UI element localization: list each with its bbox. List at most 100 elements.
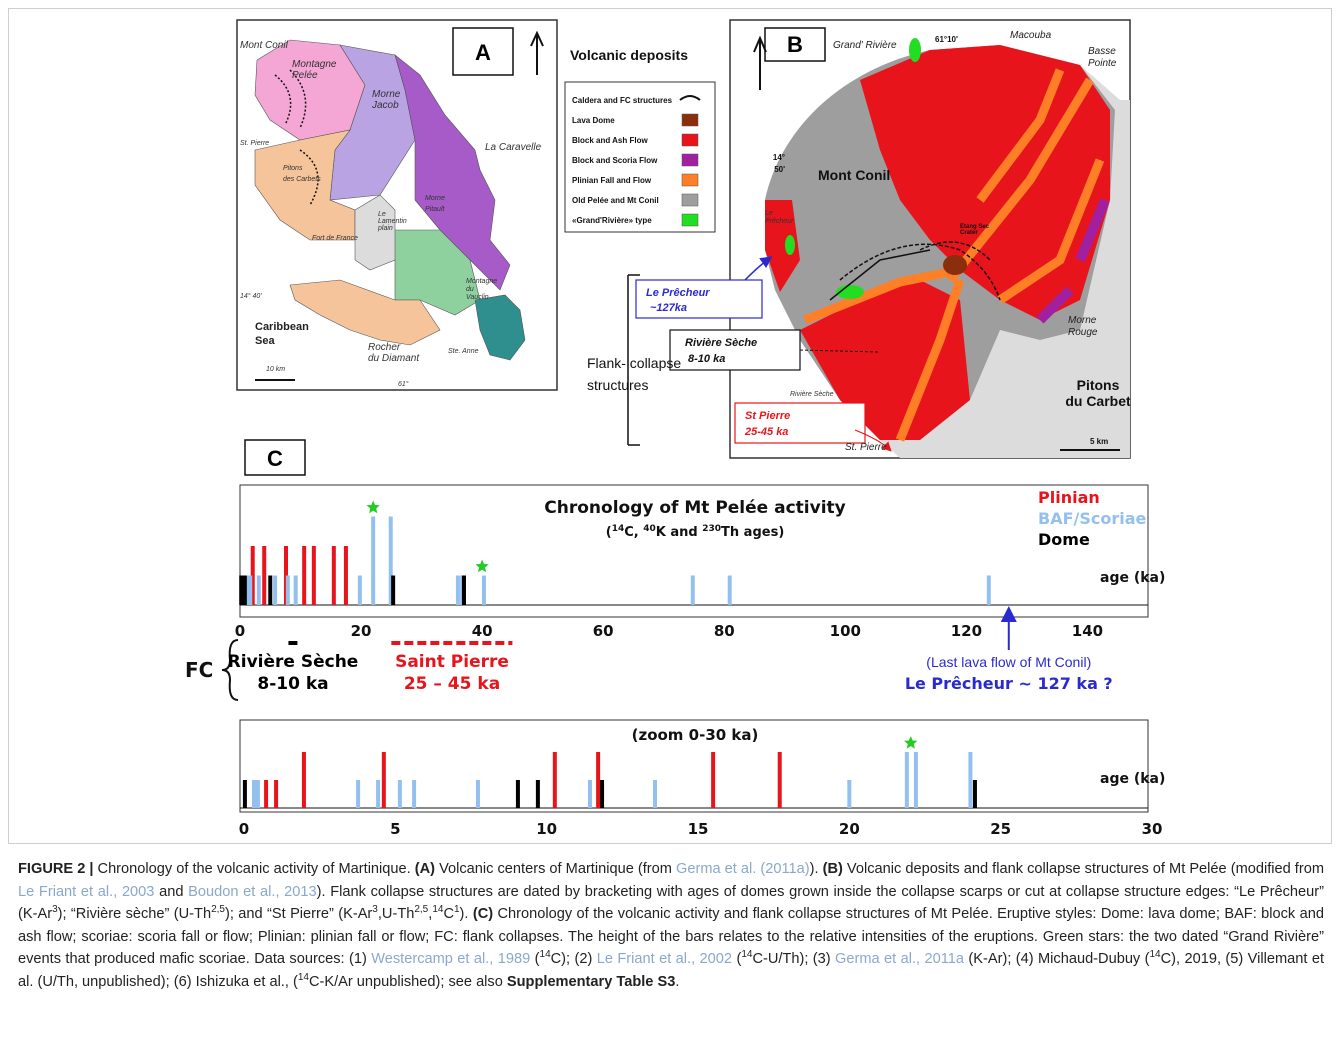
map-label-line: Crater bbox=[960, 230, 978, 236]
map-label-line: Lamentin bbox=[378, 218, 407, 225]
panel-letter: B bbox=[787, 32, 803, 57]
map-label: Le Lamentin plain bbox=[377, 211, 407, 232]
fc-label: FC bbox=[185, 658, 213, 682]
map-label: 14° 40' bbox=[240, 292, 262, 300]
map-label-line: Jacob bbox=[371, 100, 399, 111]
map-label-line: Pelée bbox=[292, 70, 318, 81]
panel-c: C Chronology of Mt Pelée activity (14C, … bbox=[185, 439, 1165, 813]
legend-label: Block and Ash Flow bbox=[572, 136, 648, 145]
legend-title: Volcanic deposits bbox=[570, 47, 688, 63]
caption-run: C), 2019, (5) Villemant et al. (U/Th, un… bbox=[18, 951, 1324, 990]
map-label: 61°10' bbox=[935, 35, 958, 44]
map-label-line: des Carbets bbox=[283, 176, 321, 183]
event-bar bbox=[397, 780, 402, 808]
chart-title: (zoom 0-30 ka) bbox=[632, 726, 759, 744]
event-bar bbox=[515, 780, 520, 808]
map-label-line: 50' bbox=[774, 165, 785, 174]
map-label-line: Mont Conil bbox=[818, 167, 890, 183]
map-label-line: La Caravelle bbox=[485, 142, 542, 153]
map-label-line: Le bbox=[765, 210, 773, 217]
map-label: Fort de France bbox=[312, 235, 358, 242]
axis-label: age (ka) bbox=[1100, 570, 1165, 586]
fc-text: Rivière Sèche bbox=[228, 652, 359, 672]
legend-label: Caldera and FC structures bbox=[572, 96, 673, 105]
x-tick-label: 10 bbox=[536, 820, 557, 838]
map-label: Grand' Rivière bbox=[833, 40, 897, 51]
legend-swatch bbox=[681, 133, 699, 147]
axis-label: age (ka) bbox=[1100, 771, 1165, 787]
caption-run: ). Flank collapse structures are dated b… bbox=[18, 883, 1325, 923]
map-label: Pitons du Carbet bbox=[1065, 377, 1131, 409]
caption-run: Volcanic deposits and flank collapse str… bbox=[842, 861, 1324, 877]
caption-run: Boudon et al., 2013 bbox=[188, 883, 317, 900]
map-label-line: Morne bbox=[425, 195, 445, 202]
map-label: Mont Conil bbox=[818, 167, 890, 183]
event-bar bbox=[972, 780, 977, 808]
map-label-line: Grand' Rivière bbox=[833, 40, 897, 51]
callout-line: St Pierre bbox=[745, 410, 790, 422]
caption-run: ,U-Th bbox=[377, 906, 415, 923]
event-bar bbox=[847, 780, 852, 808]
map-label: Morne Rouge bbox=[1068, 315, 1098, 338]
caption-run: Germa et al. (2011a) bbox=[676, 861, 810, 877]
x-tick-label: 60 bbox=[593, 622, 614, 640]
map-label: Morne Pitault bbox=[425, 195, 446, 213]
event-bar bbox=[302, 546, 307, 605]
callout: Flank- collapse structures bbox=[587, 355, 681, 393]
figure-frame bbox=[8, 8, 1332, 844]
map-label-line: Macouba bbox=[1010, 30, 1052, 41]
panel-letter: C bbox=[267, 446, 283, 471]
event-bar bbox=[968, 752, 973, 808]
map-label-line: Prêcheur bbox=[765, 218, 794, 225]
caption-run: 3 bbox=[372, 904, 378, 916]
map-label: 5 km bbox=[1090, 437, 1108, 446]
callout-line: Le Prêcheur bbox=[646, 287, 710, 299]
caption-run: ). bbox=[459, 906, 473, 923]
caption-run: C bbox=[443, 906, 454, 923]
map-label: Montagne Pelée bbox=[292, 59, 337, 81]
map-label-line: 14° bbox=[773, 153, 785, 162]
event-bar bbox=[301, 752, 306, 808]
map-label-line: 61° bbox=[398, 380, 409, 388]
caption-run: ); “Rivière sèche” (U-Th bbox=[57, 906, 212, 923]
event-bar bbox=[239, 575, 244, 605]
map-label-line: Vauclin bbox=[466, 294, 489, 301]
x-tick-label: 5 bbox=[390, 820, 400, 838]
caption-run: ); and “St Pierre” (K-Ar bbox=[224, 906, 373, 923]
map-label-line: 5 km bbox=[1090, 437, 1108, 446]
map-label-line: Rouge bbox=[1068, 327, 1098, 338]
event-bar bbox=[600, 780, 605, 808]
event-bar bbox=[242, 575, 247, 605]
event-bar bbox=[343, 546, 348, 605]
panel-b-map: B Le Prêcheur ~127ka Rivière Sèche 8-10 ka… bbox=[587, 19, 1131, 459]
legend-swatch bbox=[681, 213, 699, 227]
caption-run: Volcanic centers of Martinique (from bbox=[435, 861, 676, 877]
callout-line: Rivière Sèche bbox=[685, 337, 757, 349]
event-bar bbox=[481, 575, 486, 605]
event-bar bbox=[904, 752, 909, 808]
x-tick-label: 100 bbox=[830, 622, 861, 640]
legend-swatch bbox=[681, 113, 699, 127]
subtitle-run: Th ages) bbox=[721, 525, 784, 540]
fc-text: 8-10 ka bbox=[257, 674, 328, 694]
map-label: Macouba bbox=[1010, 30, 1052, 41]
subtitle-run: 14 bbox=[612, 524, 625, 534]
map-label: Basse Pointe bbox=[1088, 46, 1117, 69]
subtitle-run: 40 bbox=[643, 524, 656, 534]
caption-run: ( bbox=[530, 951, 540, 968]
caption-run: (B) bbox=[822, 861, 843, 877]
x-tick-label: 40 bbox=[472, 622, 493, 640]
map-label: La Caravelle bbox=[485, 142, 542, 153]
x-tick-label: 20 bbox=[351, 622, 372, 640]
map-label: Pitons des Carbets bbox=[283, 165, 321, 183]
map-label: Caribbean Sea bbox=[255, 321, 309, 347]
map-label-line: du Diamant bbox=[368, 353, 420, 364]
map-label-line: Pitons bbox=[1077, 377, 1120, 393]
map-label-line: Le bbox=[378, 211, 386, 218]
callout: Rivière Sèche 8-10 ka bbox=[685, 337, 757, 365]
event-bar bbox=[913, 752, 918, 808]
event-bar bbox=[587, 780, 592, 808]
event-bar bbox=[777, 752, 782, 808]
event-bar bbox=[256, 575, 261, 605]
caption-run: Chronology of the volcanic activity and … bbox=[18, 906, 1324, 968]
